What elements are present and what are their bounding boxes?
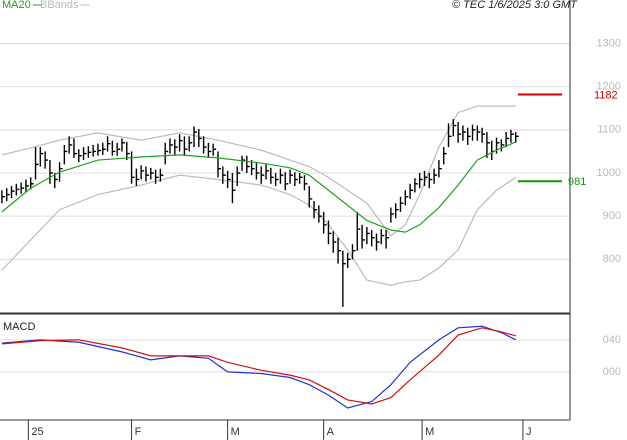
y-tick-label: 1000	[597, 167, 621, 179]
y-tick-label: 900	[603, 210, 621, 222]
x-tick-label: J	[526, 426, 532, 438]
x-tick-label: F	[135, 426, 142, 438]
macd-title: MACD	[3, 321, 35, 333]
x-tick-label: M	[231, 426, 240, 438]
x-tick-label: M	[425, 426, 434, 438]
y-tick-label: 040	[603, 334, 621, 346]
ma-line	[1, 141, 516, 233]
level-label: 1182	[594, 89, 618, 101]
bband-upper	[1, 105, 516, 237]
y-tick-label: 1100	[597, 124, 621, 136]
level-label: 981	[568, 176, 586, 188]
macd-line	[1, 327, 516, 405]
y-tick-label: 1200	[597, 81, 621, 93]
x-tick-label: 25	[31, 426, 43, 438]
x-tick-label: A	[327, 426, 335, 438]
y-tick-label: 1300	[597, 37, 621, 49]
macd-line	[1, 325, 517, 409]
y-tick-label: 000	[603, 366, 621, 378]
copyright: © TEC 1/6/2025 3:0 GMT	[452, 0, 578, 11]
y-tick-label: 800	[603, 253, 621, 265]
legend-label: MA20	[2, 0, 31, 11]
legend-label: BBands	[40, 0, 79, 11]
